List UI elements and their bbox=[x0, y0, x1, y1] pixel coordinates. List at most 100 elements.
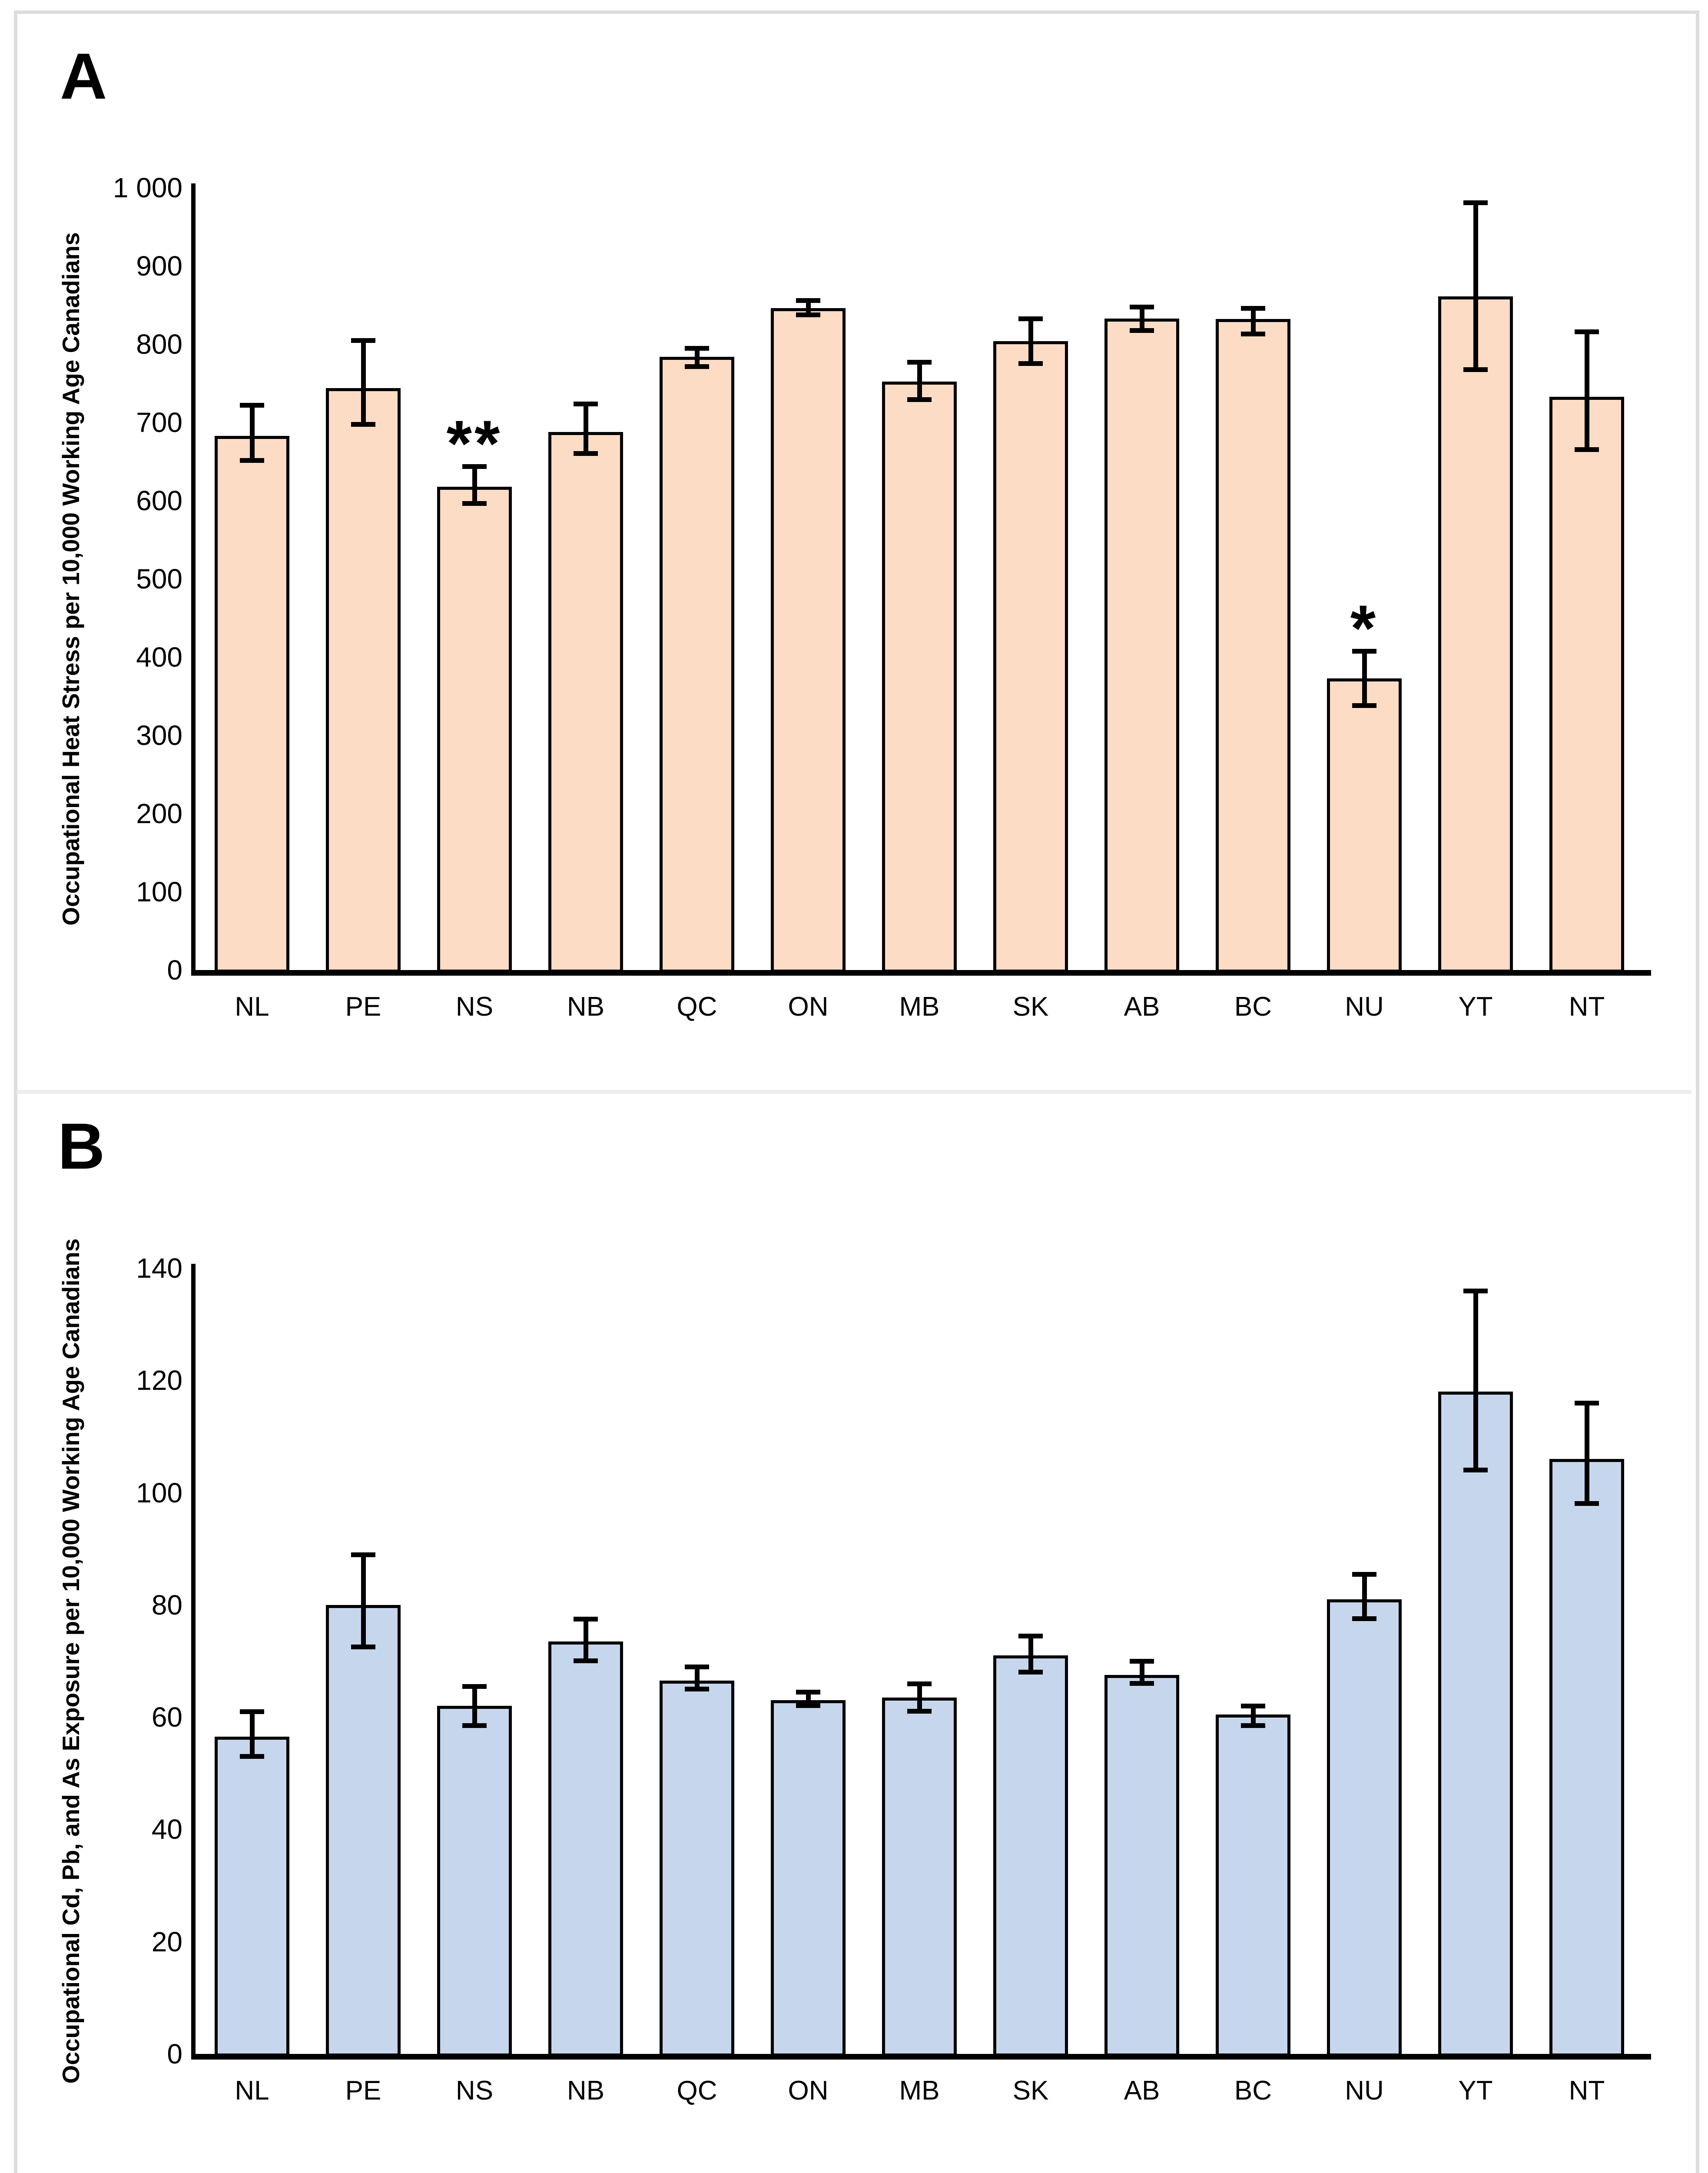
error-bar-line bbox=[1251, 308, 1256, 334]
x-category-label: NL bbox=[235, 2076, 269, 2106]
bar-ns bbox=[437, 486, 512, 973]
y-tick-label: 800 bbox=[136, 329, 182, 360]
x-category-label: BC bbox=[1234, 992, 1272, 1022]
error-bar-cap-bottom bbox=[1352, 1616, 1376, 1621]
error-bar-cap-bottom bbox=[1463, 1467, 1488, 1472]
bar-nt bbox=[1549, 396, 1624, 973]
bar-ab bbox=[1104, 1675, 1179, 2057]
error-bar-cap-top bbox=[796, 298, 820, 303]
bar-on bbox=[771, 1700, 846, 2057]
x-category-label: SK bbox=[1012, 992, 1049, 1022]
error-bar-cap-bottom bbox=[574, 1658, 598, 1663]
error-bar-cap-top bbox=[1130, 304, 1154, 309]
error-bar-cap-bottom bbox=[240, 458, 264, 463]
error-bar-line bbox=[806, 1692, 811, 1706]
bar-bc bbox=[1216, 319, 1290, 973]
bar-on bbox=[771, 308, 846, 973]
significance-asterisk: * bbox=[1350, 591, 1379, 665]
y-tick-label: 100 bbox=[136, 876, 182, 907]
bar-nb bbox=[548, 1641, 623, 2057]
x-category-label: BC bbox=[1234, 2076, 1272, 2106]
bar-yt bbox=[1438, 296, 1513, 973]
error-bar-line bbox=[1362, 1574, 1367, 1619]
y-tick-label: 700 bbox=[136, 407, 182, 438]
bar-yt bbox=[1438, 1392, 1513, 2057]
error-bar-cap-bottom bbox=[351, 1644, 375, 1649]
error-bar-cap-bottom bbox=[1463, 367, 1488, 372]
error-bar-cap-top bbox=[907, 1681, 932, 1686]
error-bar-cap-bottom bbox=[574, 451, 598, 456]
panel-divider-line bbox=[17, 1090, 1691, 1094]
error-bar-cap-top bbox=[462, 464, 487, 469]
x-category-label: NS bbox=[455, 992, 494, 1022]
error-bar-cap-bottom bbox=[685, 1686, 709, 1691]
x-category-label: SK bbox=[1012, 2076, 1049, 2106]
x-category-label: NU bbox=[1345, 992, 1384, 1022]
error-bar-cap-top bbox=[240, 1709, 264, 1714]
error-bar-line bbox=[1585, 1402, 1589, 1504]
bar-pe bbox=[326, 388, 401, 973]
x-category-label: QC bbox=[677, 2076, 717, 2106]
error-bar-cap-top bbox=[574, 1617, 598, 1622]
y-tick-label: 900 bbox=[136, 250, 182, 282]
error-bar-cap-bottom bbox=[462, 1723, 487, 1728]
error-bar-cap-bottom bbox=[351, 422, 375, 427]
error-bar-line bbox=[472, 466, 477, 504]
error-bar-cap-top bbox=[1575, 1400, 1599, 1405]
y-tick-label: 1 000 bbox=[113, 172, 182, 203]
x-category-label: PE bbox=[345, 2076, 381, 2106]
y-tick-label: 20 bbox=[151, 1926, 182, 1957]
error-bar-line bbox=[1585, 332, 1589, 450]
error-bar-cap-top bbox=[1241, 1704, 1265, 1709]
x-category-label: MB bbox=[899, 2076, 940, 2106]
error-bar-cap-bottom bbox=[1130, 1681, 1154, 1686]
error-bar-cap-top bbox=[1130, 1659, 1154, 1664]
error-bar-cap-bottom bbox=[462, 501, 487, 506]
x-category-label: NT bbox=[1569, 2076, 1605, 2106]
error-bar-cap-bottom bbox=[1018, 1669, 1043, 1675]
error-bar-line bbox=[917, 362, 922, 400]
error-bar-cap-top bbox=[240, 403, 264, 408]
error-bar-line bbox=[472, 1686, 477, 1726]
error-bar-cap-top bbox=[351, 1552, 375, 1557]
bar-ab bbox=[1104, 318, 1179, 973]
error-bar-line bbox=[584, 403, 588, 454]
x-category-label: PE bbox=[345, 992, 381, 1022]
error-bar-cap-bottom bbox=[1130, 328, 1154, 333]
x-category-label: ON bbox=[788, 992, 829, 1022]
error-bar-cap-top bbox=[462, 1684, 487, 1689]
x-category-label: ON bbox=[788, 2076, 829, 2106]
y-axis-line bbox=[191, 1264, 196, 2054]
error-bar-cap-top bbox=[1352, 648, 1376, 654]
y-tick-label: 60 bbox=[151, 1701, 182, 1733]
x-category-label: NB bbox=[567, 2076, 605, 2106]
x-category-label: QC bbox=[677, 992, 717, 1022]
error-bar-line bbox=[361, 340, 366, 425]
y-axis-line bbox=[191, 183, 196, 970]
error-bar-cap-top bbox=[1018, 316, 1043, 321]
error-bar-cap-top bbox=[1575, 329, 1599, 335]
bar-ns bbox=[437, 1706, 512, 2057]
error-bar-cap-bottom bbox=[1241, 331, 1265, 336]
error-bar-line bbox=[1473, 203, 1478, 370]
error-bar-cap-bottom bbox=[1018, 361, 1043, 366]
error-bar-line bbox=[917, 1683, 922, 1712]
y-tick-label: 80 bbox=[151, 1589, 182, 1621]
error-bar-line bbox=[1028, 318, 1033, 364]
bar-mb bbox=[882, 382, 957, 973]
error-bar-cap-top bbox=[1352, 1572, 1376, 1577]
y-tick-label: 500 bbox=[136, 563, 182, 595]
error-bar-line bbox=[695, 1666, 700, 1689]
panel-a-label: A bbox=[60, 40, 107, 113]
bar-nl bbox=[215, 435, 289, 973]
y-axis-title: Occupational Cd, Pb, and As Exposure per… bbox=[57, 1238, 84, 2084]
bar-nu bbox=[1327, 678, 1402, 973]
error-bar-cap-top bbox=[1463, 1288, 1488, 1293]
error-bar-line bbox=[1140, 306, 1144, 331]
error-bar-line bbox=[806, 300, 811, 316]
y-tick-label: 200 bbox=[136, 798, 182, 829]
error-bar-cap-bottom bbox=[907, 397, 932, 402]
error-bar-cap-bottom bbox=[1575, 1501, 1599, 1506]
error-bar-cap-top bbox=[574, 401, 598, 406]
y-tick-label: 100 bbox=[136, 1477, 182, 1508]
